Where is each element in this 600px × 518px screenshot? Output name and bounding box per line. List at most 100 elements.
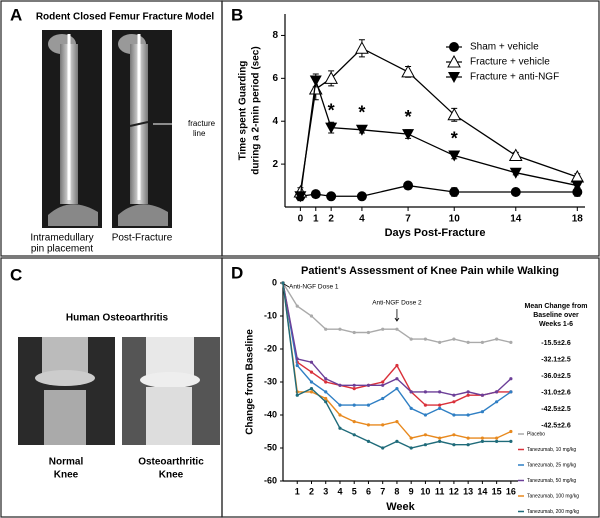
marker: [466, 443, 470, 447]
marker: [352, 433, 356, 437]
side-value: -31.0±2.6: [541, 389, 571, 396]
xray-femur-2: [112, 30, 172, 228]
x-tick-label: 8: [394, 486, 399, 496]
y-axis-label: during a 2-min period (sec): [251, 46, 262, 174]
marker: [355, 124, 368, 136]
marker: [381, 446, 385, 450]
y-tick-label: 8: [272, 30, 278, 41]
x-tick-label: 6: [366, 486, 371, 496]
series-line: [299, 47, 578, 193]
marker: [423, 403, 428, 407]
legend-label: Tanezumab, 50 mg/kg: [527, 478, 576, 484]
marker: [309, 360, 314, 364]
y-tick-label: -40: [264, 409, 277, 419]
y-tick-label: -20: [264, 343, 277, 353]
side-value: -42.5±2.5: [541, 406, 571, 413]
marker: [480, 439, 484, 443]
marker: [509, 167, 522, 179]
legend-marker: [448, 72, 460, 83]
annotation: *: [328, 100, 335, 120]
caption: Knee: [159, 470, 184, 481]
y-axis-label: Change from Baseline: [245, 329, 256, 435]
marker: [495, 439, 499, 443]
x-tick-label: 3: [323, 486, 328, 496]
marker: [395, 439, 399, 443]
side-value: -15.5±2.6: [541, 340, 571, 347]
x-tick-label: 18: [572, 214, 584, 225]
marker: [381, 327, 385, 331]
side-value: -36.0±2.5: [541, 373, 571, 380]
marker: [309, 75, 322, 87]
caption: Intramedullary: [30, 233, 93, 244]
marker: [352, 383, 356, 387]
marker: [466, 390, 470, 394]
side-value: -32.1±2.5: [541, 356, 571, 363]
marker: [452, 400, 456, 404]
side-title: Weeks 1-6: [539, 321, 573, 328]
caption: pin placement: [31, 244, 93, 255]
marker: [355, 41, 369, 54]
marker: [466, 413, 470, 417]
marker: [309, 390, 314, 394]
marker: [409, 446, 413, 450]
marker: [509, 390, 513, 394]
annotation: Anti-NGF Dose 2: [372, 300, 422, 307]
panel-title: Human Osteoarthritis: [66, 313, 169, 324]
y-tick-label: 2: [272, 159, 278, 170]
marker: [438, 439, 442, 443]
marker: [495, 390, 499, 394]
marker: [509, 377, 513, 381]
marker: [366, 383, 371, 387]
xray-knee-1: [18, 337, 115, 445]
marker: [352, 420, 356, 424]
marker: [449, 186, 460, 197]
x-tick-label: 4: [359, 214, 365, 225]
annotation-arrow: [283, 283, 290, 288]
annotation: *: [405, 107, 412, 127]
marker: [466, 393, 470, 397]
marker: [509, 340, 513, 344]
marker: [510, 186, 521, 197]
x-tick-label: 2: [328, 214, 334, 225]
marker: [495, 337, 499, 341]
marker: [309, 380, 314, 384]
panel-a-frame: [0, 0, 223, 257]
marker: [324, 380, 328, 384]
marker: [495, 436, 499, 440]
marker: [338, 383, 342, 387]
marker: [395, 387, 399, 391]
y-tick-label: -60: [264, 475, 277, 485]
marker: [338, 403, 342, 407]
panel-letter: A: [10, 5, 22, 24]
annotation: Anti-NGF Dose 1: [289, 284, 339, 291]
x-tick-label: 16: [506, 486, 516, 496]
marker: [466, 436, 470, 440]
marker: [438, 340, 442, 344]
marker: [438, 403, 442, 407]
marker: [402, 129, 415, 141]
legend-label: Tanezumab, 25 mg/kg: [527, 462, 576, 468]
marker: [409, 406, 413, 410]
marker: [409, 436, 413, 440]
marker: [480, 410, 484, 414]
panel-d-frame: [221, 257, 600, 518]
marker: [508, 148, 523, 162]
marker: [395, 377, 399, 381]
marker: [325, 122, 338, 134]
marker: [352, 387, 356, 391]
side-title: Baseline over: [533, 312, 579, 319]
marker: [338, 426, 342, 430]
marker: [294, 191, 307, 203]
x-tick-label: 14: [510, 214, 522, 225]
marker: [570, 169, 585, 183]
marker: [295, 363, 299, 368]
marker: [309, 314, 314, 318]
marker: [381, 383, 385, 387]
marker: [324, 71, 338, 84]
legend-label: Tanezumab, 200 mg/kg: [527, 509, 579, 515]
marker: [452, 433, 456, 437]
x-tick-label: 15: [492, 486, 502, 496]
marker: [324, 400, 328, 404]
marker: [480, 340, 484, 344]
